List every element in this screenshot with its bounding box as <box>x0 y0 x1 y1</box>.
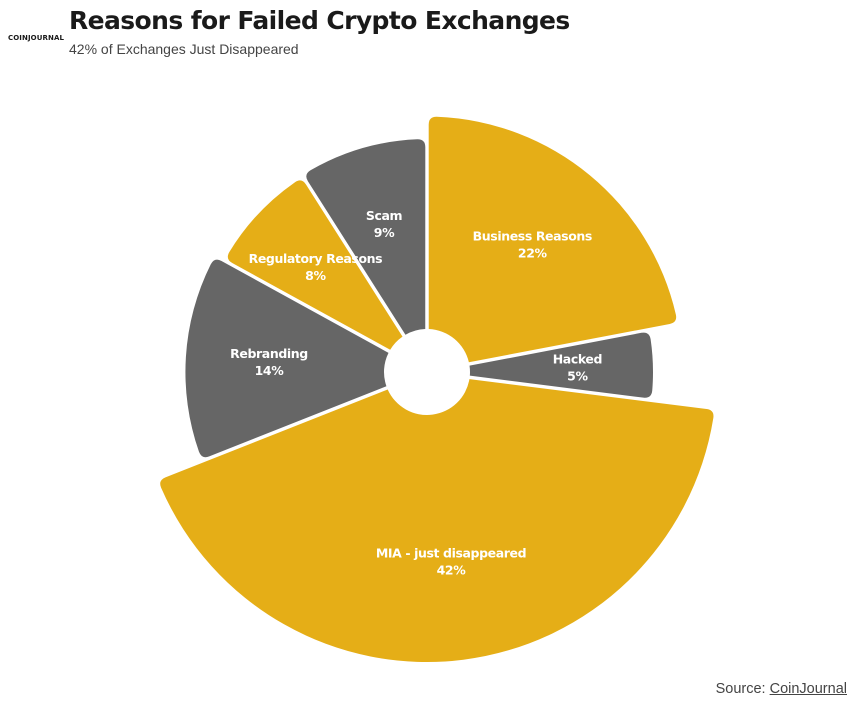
slice-business-reasons <box>428 116 677 363</box>
slice-value-business-reasons: 22% <box>518 246 548 261</box>
slice-value-scam: 9% <box>374 225 395 240</box>
slice-mia-just-disappeared <box>160 379 714 662</box>
slice-scam <box>306 139 426 335</box>
pie-labels: Business Reasons 22% Hacked 5% MIA - just di… <box>230 208 602 578</box>
coinjournal-logo: COINJOURNAL <box>8 34 65 42</box>
slice-value-regulatory-reasons: 8% <box>305 268 326 283</box>
source-prefix: Source: <box>715 681 770 697</box>
slice-label-regulatory-reasons: Regulatory Reasons <box>249 251 383 266</box>
slice-label-hacked: Hacked <box>553 351 602 366</box>
slice-label-scam: Scam <box>366 208 403 223</box>
slice-value-rebranding: 14% <box>255 363 285 378</box>
slice-value-mia-just-disappeared: 42% <box>437 563 467 578</box>
chart-subtitle: 42% of Exchanges Just Disappeared <box>69 41 299 57</box>
pie-slices <box>160 116 714 662</box>
slice-hacked <box>469 332 654 398</box>
source-link[interactable]: CoinJournal <box>769 681 847 697</box>
slice-label-rebranding: Rebranding <box>230 346 308 361</box>
slice-value-hacked: 5% <box>567 368 588 383</box>
slice-label-mia-just-disappeared: MIA - just disappeared <box>376 546 526 561</box>
source-note: Source: CoinJournal <box>716 681 847 697</box>
slice-regulatory-reasons <box>227 180 403 350</box>
slice-label-business-reasons: Business Reasons <box>473 229 592 244</box>
chart-title: Reasons for Failed Crypto Exchanges <box>69 6 570 35</box>
slice-rebranding <box>185 259 389 458</box>
